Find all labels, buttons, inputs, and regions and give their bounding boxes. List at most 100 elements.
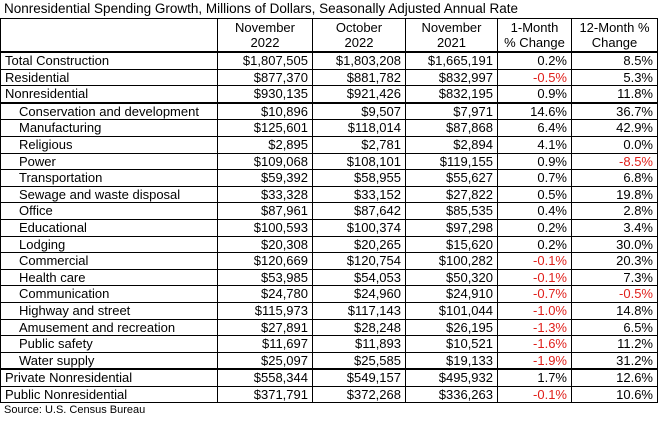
row-label: Power xyxy=(0,152,218,171)
row-label: Residential xyxy=(0,68,218,87)
cell-value: 2.8% xyxy=(571,202,658,220)
row-label: Lodging xyxy=(0,235,218,254)
table-row: Office $87,961 $87,642 $85,535 0.4% 2.8% xyxy=(0,202,658,220)
cell-value: 0.2% xyxy=(497,218,572,237)
cell-value: 0.9% xyxy=(497,85,572,104)
table-row: Health care $53,985 $54,053 $50,320 -0.1% 7.3… xyxy=(0,268,658,287)
cell-value: $877,370 xyxy=(217,68,313,87)
header-line: Change xyxy=(591,35,638,50)
header-line: November xyxy=(421,20,482,35)
cell-value: -1.6% xyxy=(497,335,572,353)
cell-value: 0.2% xyxy=(497,235,572,254)
cell-value: -1.0% xyxy=(497,301,572,320)
table-row: Power $109,068 $108,101 $119,155 0.9% -8.5% xyxy=(0,152,658,171)
row-label: Health care xyxy=(0,268,218,287)
cell-value: 4.1% xyxy=(497,135,572,154)
cell-value: $832,195 xyxy=(405,85,498,104)
cell-value: $25,585 xyxy=(312,351,406,371)
cell-value: $20,308 xyxy=(217,235,313,254)
cell-value: $108,101 xyxy=(312,152,406,171)
table-row: Educational $100,593 $100,374 $97,298 0.2% 3.… xyxy=(0,218,658,237)
cell-value: $27,822 xyxy=(405,185,498,204)
table-row: Highway and street $115,973 $117,143 $101,0… xyxy=(0,301,658,320)
header-line: 2022 xyxy=(344,35,374,50)
cell-value: $881,782 xyxy=(312,68,406,87)
cell-value: $54,053 xyxy=(312,268,406,287)
cell-value: 6.4% xyxy=(497,119,572,137)
table-row: Lodging $20,308 $20,265 $15,620 0.2% 30.0% xyxy=(0,235,658,254)
row-label: Public safety xyxy=(0,335,218,353)
column-header: November 2021 xyxy=(405,18,498,53)
cell-value: $495,932 xyxy=(405,368,498,387)
row-label: Manufacturing xyxy=(0,119,218,137)
cell-value: $10,521 xyxy=(405,335,498,353)
cell-value: $371,791 xyxy=(217,385,313,404)
cell-value: $118,014 xyxy=(312,119,406,137)
cell-value: -1.9% xyxy=(497,351,572,371)
cell-value: $25,097 xyxy=(217,351,313,371)
table-row: Commercial $120,669 $120,754 $100,282 -0.1% 2… xyxy=(0,252,658,270)
cell-value: $100,593 xyxy=(217,218,313,237)
cell-value: $336,263 xyxy=(405,385,498,404)
header-line: 12-Month % xyxy=(579,20,650,35)
cell-value: $120,669 xyxy=(217,252,313,270)
table-row: Communication $24,780 $24,960 $24,910 -0.7% -… xyxy=(0,285,658,303)
cell-value: 0.0% xyxy=(571,135,658,154)
row-label: Sewage and waste disposal xyxy=(0,185,218,204)
cell-value: $24,960 xyxy=(312,285,406,303)
row-label: Private Nonresidential xyxy=(0,368,218,387)
table-title: Nonresidential Spending Growth, Millions… xyxy=(4,1,519,16)
table-row: Water supply $25,097 $25,585 $19,133 -1.9% 31… xyxy=(0,351,658,371)
spending-table: November 2022 October 2022 November 2021 1-Mon… xyxy=(0,18,658,404)
row-label: Public Nonresidential xyxy=(0,385,218,404)
cell-value: 7.3% xyxy=(571,268,658,287)
cell-value: $119,155 xyxy=(405,152,498,171)
table-row: Religious $2,895 $2,781 $2,894 4.1% 0.0% xyxy=(0,135,658,154)
cell-value: 36.7% xyxy=(571,102,658,121)
cell-value: 8.5% xyxy=(571,51,658,70)
cell-value: $125,601 xyxy=(217,119,313,137)
table-row: Conservation and development $10,896 $9,50… xyxy=(0,102,658,121)
cell-value: $1,803,208 xyxy=(312,51,406,70)
header-corner xyxy=(0,18,218,53)
cell-value: $87,961 xyxy=(217,202,313,220)
cell-value: $2,781 xyxy=(312,135,406,154)
cell-value: $7,971 xyxy=(405,102,498,121)
cell-value: $100,374 xyxy=(312,218,406,237)
cell-value: 11.2% xyxy=(571,335,658,353)
cell-value: -0.5% xyxy=(497,68,572,87)
header-line: 2021 xyxy=(437,35,466,50)
table-body: Total Construction $1,807,505 $1,803,208 $1… xyxy=(0,51,658,404)
row-label: Highway and street xyxy=(0,301,218,320)
row-label: Commercial xyxy=(0,252,218,270)
column-header: November 2022 xyxy=(217,18,313,53)
cell-value: $53,985 xyxy=(217,268,313,287)
cell-value: $109,068 xyxy=(217,152,313,171)
column-header: October 2022 xyxy=(312,18,406,53)
cell-value: $59,392 xyxy=(217,169,313,187)
row-label: Office xyxy=(0,202,218,220)
cell-value: $1,665,191 xyxy=(405,51,498,70)
header-line: 2022 xyxy=(250,35,280,50)
cell-value: 3.4% xyxy=(571,218,658,237)
cell-value: $549,157 xyxy=(312,368,406,387)
cell-value: $11,893 xyxy=(312,335,406,353)
header-line: 1-Month xyxy=(510,20,559,35)
cell-value: $24,910 xyxy=(405,285,498,303)
column-header: 12-Month % Change xyxy=(571,18,658,53)
cell-value: 6.8% xyxy=(571,169,658,187)
cell-value: $9,507 xyxy=(312,102,406,121)
cell-value: 0.2% xyxy=(497,51,572,70)
cell-value: $930,135 xyxy=(217,85,313,104)
cell-value: $33,328 xyxy=(217,185,313,204)
header-line: November xyxy=(235,20,295,35)
cell-value: 10.6% xyxy=(571,385,658,404)
row-label: Amusement and recreation xyxy=(0,318,218,337)
table-row: Public Nonresidential $371,791 $372,268 $33… xyxy=(0,385,658,404)
table-row: Nonresidential $930,135 $921,426 $832,195 0.… xyxy=(0,85,658,104)
table-row: Private Nonresidential $558,344 $549,157 $4… xyxy=(0,368,658,387)
cell-value: $19,133 xyxy=(405,351,498,371)
cell-value: 11.8% xyxy=(571,85,658,104)
row-label: Conservation and development xyxy=(0,102,218,121)
cell-value: $115,973 xyxy=(217,301,313,320)
